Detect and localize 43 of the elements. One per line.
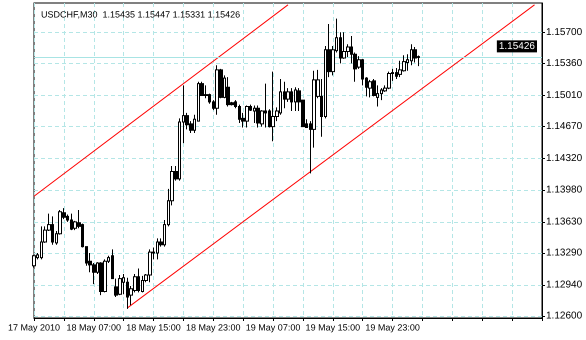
candlestick	[40, 226, 43, 260]
x-tick-label: 19 May 15:00	[306, 322, 360, 332]
candlestick	[126, 277, 129, 310]
y-tick-label: 1.12600	[546, 310, 583, 322]
candlestick	[413, 46, 417, 64]
candlestick	[103, 258, 107, 293]
candlestick	[271, 71, 275, 142]
y-tick-label: 1.15700	[546, 26, 583, 38]
text: USDCHF,M30 1.15435 1.15447 1.15331 1.15426	[41, 10, 240, 20]
y-tick-label: 1.13290	[546, 247, 583, 258]
ref-line-label: 1.15426	[498, 40, 536, 52]
x-tick-label: 18 May 07:00	[66, 322, 122, 332]
candlestick	[238, 104, 241, 124]
candlestick	[51, 216, 54, 246]
y-tick-label: 1.15360	[546, 58, 583, 69]
candlestick	[99, 262, 103, 296]
x-tick-label: 18 May 15:00	[126, 322, 181, 332]
x-tick-label: 19 May 07:00	[246, 322, 300, 332]
x-tick-label: 19 May 23:00	[365, 322, 420, 332]
candlestick	[290, 88, 293, 112]
candlestick	[226, 76, 230, 107]
candlestick	[245, 105, 249, 128]
candlestick	[70, 213, 73, 231]
candlestick	[215, 64, 219, 116]
y-tick-label: 1.13980	[546, 184, 583, 196]
candlestick	[156, 238, 159, 260]
y-tick-label: 1.13630	[546, 216, 583, 228]
candlestick	[368, 79, 372, 98]
candlestick	[294, 86, 297, 112]
candlestick	[387, 71, 391, 90]
x-tick-label: 17 May 2010	[8, 322, 60, 332]
y-tick-label: 1.14670	[546, 121, 583, 132]
y-tick-label: 1.14320	[546, 153, 583, 164]
x-tick-label: 18 May 23:00	[186, 322, 241, 332]
candlestick	[118, 274, 122, 296]
candlestick	[342, 32, 346, 60]
candlestick	[256, 105, 260, 128]
candlestick	[148, 248, 152, 283]
candlestick	[253, 105, 256, 124]
y-tick-label: 1.12940	[546, 280, 583, 291]
y-tick-label: 1.15010	[546, 90, 583, 101]
candlestick	[137, 268, 140, 293]
candlestick	[264, 83, 267, 128]
